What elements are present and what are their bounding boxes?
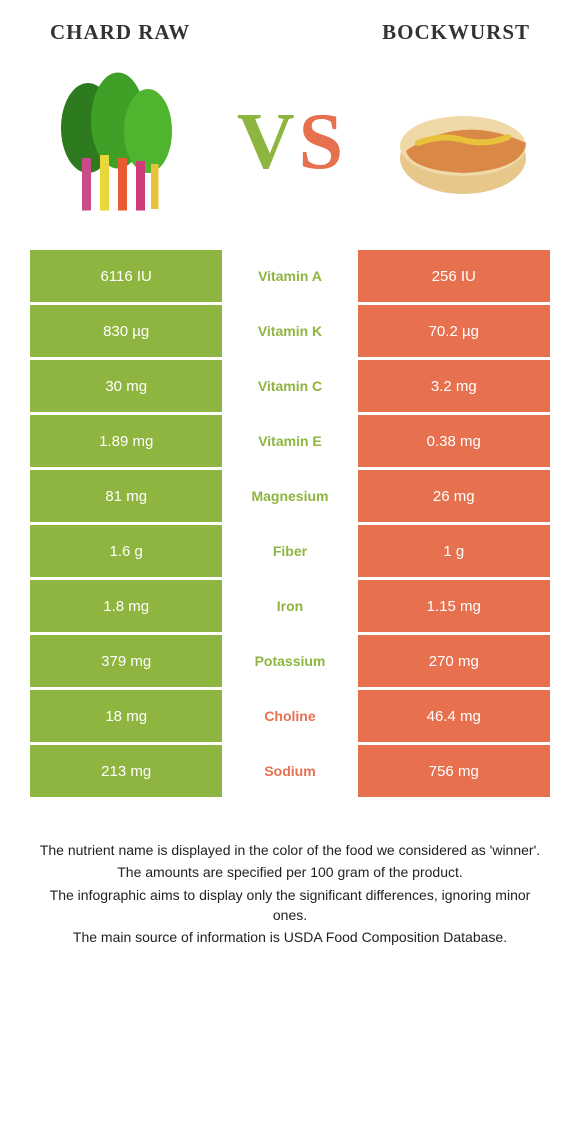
nutrient-name: Vitamin E [222,415,357,467]
table-row: 1.6 gFiber1 g [30,525,550,577]
bockwurst-image [385,65,540,220]
nutrient-name: Iron [222,580,357,632]
value-left: 830 µg [30,305,222,357]
value-right: 70.2 µg [358,305,550,357]
nutrient-name: Fiber [222,525,357,577]
vs-s: S [299,97,344,188]
table-row: 213 mgSodium756 mg [30,745,550,797]
table-row: 6116 IUVitamin A256 IU [30,250,550,302]
nutrient-name: Magnesium [222,470,357,522]
vs-v: V [237,97,295,188]
value-left: 30 mg [30,360,222,412]
table-row: 379 mgPotassium270 mg [30,635,550,687]
nutrient-name: Sodium [222,745,357,797]
value-left: 6116 IU [30,250,222,302]
value-left: 1.6 g [30,525,222,577]
value-left: 379 mg [30,635,222,687]
value-right: 1.15 mg [358,580,550,632]
table-row: 1.89 mgVitamin E0.38 mg [30,415,550,467]
vs-label: VS [237,97,343,188]
value-right: 0.38 mg [358,415,550,467]
value-right: 1 g [358,525,550,577]
value-right: 256 IU [358,250,550,302]
value-left: 213 mg [30,745,222,797]
value-left: 18 mg [30,690,222,742]
nutrient-table: 6116 IUVitamin A256 IU830 µgVitamin K70.… [30,250,550,797]
value-right: 26 mg [358,470,550,522]
chard-image [40,65,195,220]
header: Chard raw Bockwurst [30,20,550,55]
value-left: 1.8 mg [30,580,222,632]
nutrient-name: Vitamin A [222,250,357,302]
value-right: 756 mg [358,745,550,797]
nutrient-name: Choline [222,690,357,742]
value-right: 270 mg [358,635,550,687]
nutrient-name: Potassium [222,635,357,687]
nutrient-name: Vitamin C [222,360,357,412]
footer-line: The main source of information is USDA F… [35,927,545,947]
nutrient-name: Vitamin K [222,305,357,357]
table-row: 30 mgVitamin C3.2 mg [30,360,550,412]
food-right-title: Bockwurst [382,20,530,45]
images-row: VS [30,55,550,250]
footer-line: The nutrient name is displayed in the co… [35,840,545,860]
table-row: 830 µgVitamin K70.2 µg [30,305,550,357]
table-row: 18 mgCholine46.4 mg [30,690,550,742]
footer-notes: The nutrient name is displayed in the co… [30,800,550,947]
food-left-title: Chard raw [50,20,190,45]
value-right: 3.2 mg [358,360,550,412]
value-left: 81 mg [30,470,222,522]
footer-line: The infographic aims to display only the… [35,885,545,926]
value-right: 46.4 mg [358,690,550,742]
table-row: 81 mgMagnesium26 mg [30,470,550,522]
value-left: 1.89 mg [30,415,222,467]
table-row: 1.8 mgIron1.15 mg [30,580,550,632]
footer-line: The amounts are specified per 100 gram o… [35,862,545,882]
